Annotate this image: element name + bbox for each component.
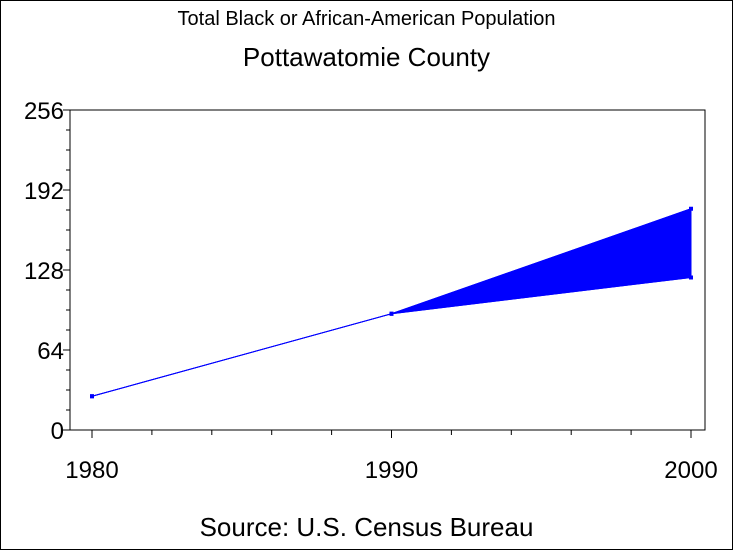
chart-title: Total Black or African-American Populati… <box>177 8 556 30</box>
chart-subtitle: Pottawatomie County <box>242 42 491 72</box>
x-tick-label: 1990 <box>365 457 418 484</box>
y-tick-label: 192 <box>24 178 64 205</box>
chart-source: Source: U.S. Census Bureau <box>199 512 534 542</box>
series-line <box>91 277 692 397</box>
series-band <box>91 208 692 397</box>
series-line <box>91 208 692 397</box>
y-tick-label: 256 <box>24 98 64 125</box>
data-point <box>689 206 693 211</box>
data-point <box>90 394 94 399</box>
y-tick-label: 64 <box>37 338 64 365</box>
y-tick-label: 128 <box>24 258 64 285</box>
data-point <box>389 311 394 316</box>
data-point <box>689 275 693 280</box>
x-tick-label: 2000 <box>664 457 717 484</box>
y-tick-label: 0 <box>51 418 64 445</box>
x-tick-label: 1980 <box>65 457 118 484</box>
